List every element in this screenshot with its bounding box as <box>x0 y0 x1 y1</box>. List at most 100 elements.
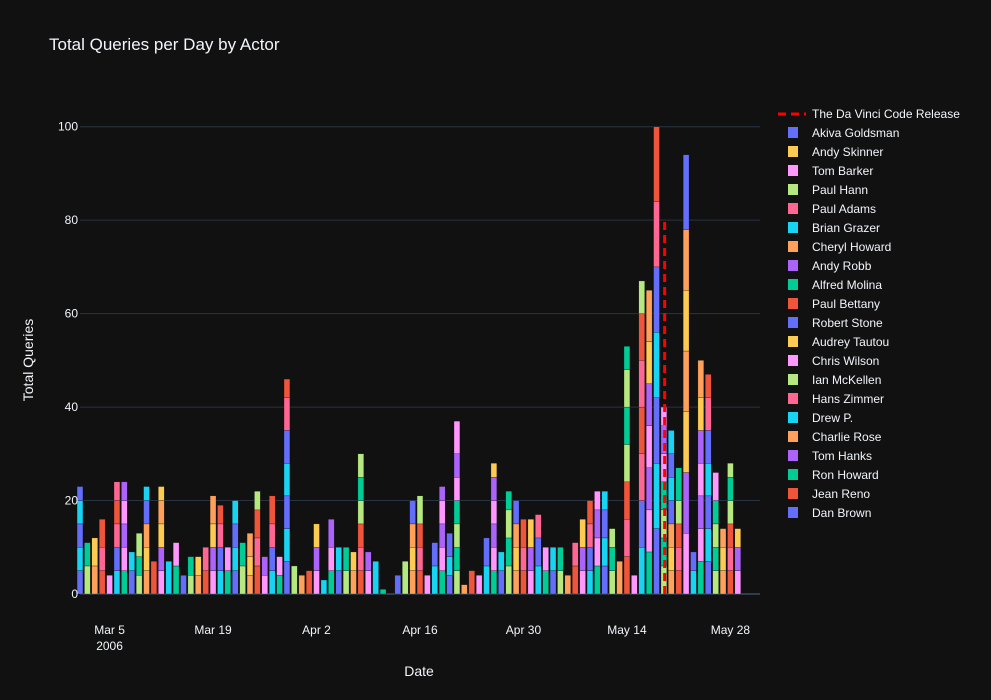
bar-segment[interactable] <box>91 537 98 567</box>
legend-item-label[interactable]: Cheryl Howard <box>812 240 891 254</box>
bar-segment[interactable] <box>646 509 653 553</box>
bar-segment[interactable] <box>668 477 675 501</box>
bar-segment[interactable] <box>446 556 453 576</box>
bar-segment[interactable] <box>416 495 424 525</box>
bar-segment[interactable] <box>727 463 734 478</box>
bar-segment[interactable] <box>254 491 261 511</box>
bar-segment[interactable] <box>246 556 254 576</box>
bar-segment[interactable] <box>187 575 194 595</box>
bar-segment[interactable] <box>719 528 727 548</box>
legend-swatch[interactable] <box>788 374 798 385</box>
bar-segment[interactable] <box>357 453 364 478</box>
legend-swatch[interactable] <box>788 203 798 214</box>
bar-segment[interactable] <box>306 570 313 595</box>
legend-item-label[interactable]: Robert Stone <box>812 316 883 330</box>
bar-segment[interactable] <box>646 290 653 342</box>
legend-item-label[interactable]: Audrey Tautou <box>812 335 889 349</box>
bar-segment[interactable] <box>594 491 601 511</box>
bar-segment[interactable] <box>113 523 121 548</box>
bar-segment[interactable] <box>557 570 564 595</box>
bar-segment[interactable] <box>261 575 268 595</box>
bar-segment[interactable] <box>719 570 727 595</box>
bar-segment[interactable] <box>705 374 712 398</box>
legend-swatch[interactable] <box>788 431 798 442</box>
bar-segment[interactable] <box>476 575 483 595</box>
legend-item-label[interactable]: Paul Bettany <box>812 297 880 311</box>
bar-segment[interactable] <box>690 570 697 595</box>
legend-item-label[interactable]: Paul Hann <box>812 183 868 197</box>
bar-segment[interactable] <box>653 126 660 202</box>
bar-segment[interactable] <box>342 547 350 571</box>
bar-segment[interactable] <box>283 495 291 529</box>
bar-segment[interactable] <box>379 589 387 595</box>
bar-segment[interactable] <box>594 565 601 595</box>
legend-item-label[interactable]: Dan Brown <box>812 506 871 520</box>
bar-segment[interactable] <box>269 495 276 525</box>
bar-segment[interactable] <box>246 533 254 557</box>
bar-segment[interactable] <box>239 542 246 567</box>
legend-item-label[interactable]: Andy Skinner <box>812 145 883 159</box>
bar-segment[interactable] <box>579 519 586 548</box>
bar-segment[interactable] <box>586 570 594 595</box>
bar-segment[interactable] <box>564 575 571 595</box>
bar-segment[interactable] <box>76 547 84 571</box>
legend-item-label[interactable]: Chris Wilson <box>812 354 879 368</box>
bar-segment[interactable] <box>254 537 261 567</box>
bar-segment[interactable] <box>357 570 364 595</box>
bar-segment[interactable] <box>99 519 106 548</box>
bar-segment[interactable] <box>276 556 283 576</box>
bar-segment[interactable] <box>113 481 121 501</box>
bar-segment[interactable] <box>320 579 328 595</box>
bar-segment[interactable] <box>121 500 128 525</box>
bar-segment[interactable] <box>682 533 690 595</box>
bar-segment[interactable] <box>638 360 645 408</box>
bar-segment[interactable] <box>128 570 135 595</box>
bar-segment[interactable] <box>734 547 741 571</box>
bar-segment[interactable] <box>409 570 416 595</box>
bar-segment[interactable] <box>697 397 704 431</box>
bar-segment[interactable] <box>572 542 579 567</box>
bar-segment[interactable] <box>579 547 586 571</box>
bar-segment[interactable] <box>113 500 121 525</box>
bar-segment[interactable] <box>505 565 512 595</box>
bar-segment[interactable] <box>535 565 542 595</box>
bar-segment[interactable] <box>224 547 231 571</box>
bar-segment[interactable] <box>261 556 268 576</box>
bar-segment[interactable] <box>623 519 631 557</box>
bar-segment[interactable] <box>697 360 704 398</box>
bar-segment[interactable] <box>668 570 675 595</box>
bar-segment[interactable] <box>180 575 187 595</box>
bar-segment[interactable] <box>646 383 653 426</box>
bar-segment[interactable] <box>712 472 719 501</box>
bar-segment[interactable] <box>431 542 438 567</box>
legend-swatch[interactable] <box>788 355 798 366</box>
bar-segment[interactable] <box>542 570 549 595</box>
bar-segment[interactable] <box>165 561 172 595</box>
bar-segment[interactable] <box>416 570 424 595</box>
bar-segment[interactable] <box>512 547 520 571</box>
bar-segment[interactable] <box>727 500 734 525</box>
bar-segment[interactable] <box>217 570 224 595</box>
bar-segment[interactable] <box>697 561 704 595</box>
bar-segment[interactable] <box>682 229 690 291</box>
bar-segment[interactable] <box>246 575 254 595</box>
bar-segment[interactable] <box>727 547 734 571</box>
bar-segment[interactable] <box>76 523 84 548</box>
bar-segment[interactable] <box>409 523 416 548</box>
bar-segment[interactable] <box>697 430 704 464</box>
bar-segment[interactable] <box>712 547 719 571</box>
bar-segment[interactable] <box>453 523 461 548</box>
legend-swatch[interactable] <box>788 279 798 290</box>
bar-segment[interactable] <box>172 565 180 595</box>
legend-item-label[interactable]: Paul Adams <box>812 202 876 216</box>
bar-segment[interactable] <box>668 523 675 548</box>
bar-segment[interactable] <box>675 500 682 525</box>
bar-segment[interactable] <box>357 477 364 501</box>
bar-segment[interactable] <box>646 467 653 511</box>
bar-segment[interactable] <box>638 280 645 314</box>
bar-segment[interactable] <box>121 547 128 571</box>
bar-segment[interactable] <box>535 514 542 539</box>
bar-segment[interactable] <box>549 547 557 571</box>
bar-segment[interactable] <box>601 509 608 539</box>
bar-segment[interactable] <box>283 561 291 595</box>
